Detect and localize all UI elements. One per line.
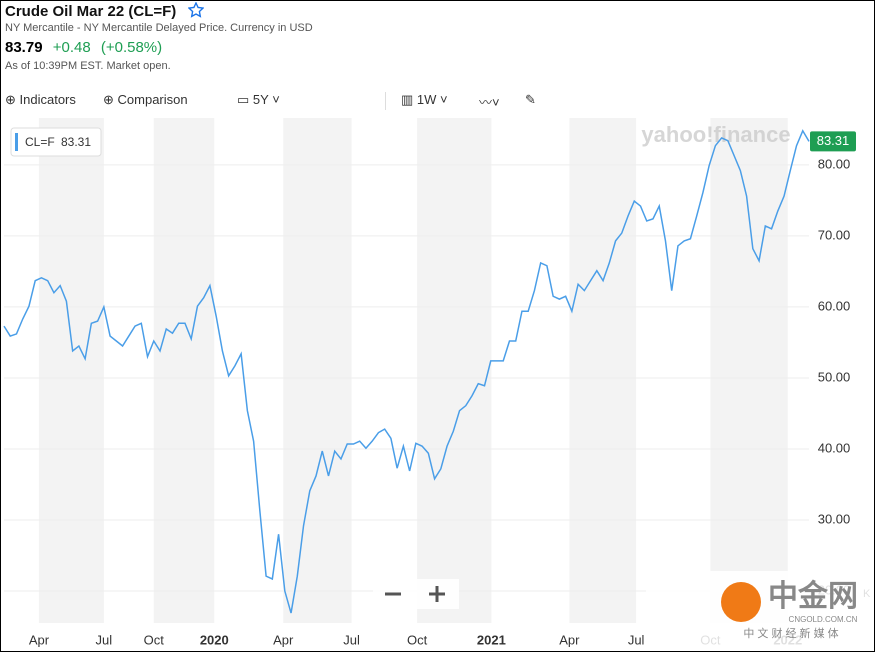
period-band: [417, 118, 492, 623]
y-tick-label: 80.00: [818, 156, 851, 171]
y-tick-label: 30.00: [818, 511, 851, 526]
timestamp: As of 10:39PM EST. Market open.: [5, 60, 171, 72]
legend-swatch: [15, 133, 18, 151]
x-tick-label: Oct: [144, 632, 165, 647]
legend: CL=F 83.31: [10, 127, 102, 157]
change-percent: (+0.58%): [100, 39, 163, 56]
quote: 83.79 +0.48 (+0.58%): [5, 39, 162, 56]
change: +0.48: [52, 39, 91, 56]
x-tick-label: 2020: [200, 632, 229, 647]
legend-value: 83.31: [61, 135, 91, 149]
y-tick-label: 70.00: [818, 227, 851, 242]
star[interactable]: [187, 1, 206, 18]
indicators-button[interactable]: ⊕ Indicators: [5, 92, 76, 107]
comparison-label: Comparison: [117, 92, 188, 107]
title: Crude Oil Mar 22 (CL=F): [5, 1, 206, 20]
logo-tagline: 中 文 财 经 新 媒 体: [743, 626, 838, 640]
logo-mark: [721, 582, 761, 622]
period-band: [38, 118, 104, 623]
price-line: [3, 129, 810, 614]
y-tick-label: 40.00: [818, 440, 851, 455]
price: 83.79: [5, 39, 43, 56]
range-label: 5Y: [252, 92, 269, 107]
watermark: yahoo!finance: [641, 122, 790, 147]
legend-box: [10, 127, 102, 157]
x-tick-label: Apr: [29, 632, 50, 647]
comparison-button[interactable]: ⊕ Comparison: [103, 92, 188, 107]
x-tick-label: Jul: [628, 632, 645, 647]
subtitle: NY Mercantile - NY Mercantile Delayed Pr…: [5, 22, 313, 34]
logo-url: CNGOLD.COM.CN: [789, 615, 858, 624]
chart-type-button[interactable]: 〰˅: [479, 95, 500, 110]
x-tick-label: Jul: [343, 632, 360, 647]
title-text: Crude Oil Mar 22 (CL=F): [5, 3, 177, 20]
y-tick-label: 60.00: [818, 298, 851, 313]
last-price-label: 83.31: [817, 133, 850, 148]
x-tick-label: 2021: [477, 632, 506, 647]
interval-label: 1W: [416, 92, 437, 107]
x-tick-label: Oct: [407, 632, 428, 647]
x-tick-label: Jul: [96, 632, 113, 647]
indicators-label: Indicators: [19, 92, 76, 107]
logo-name: 中金网: [768, 579, 858, 613]
period-band: [283, 118, 352, 623]
zoom-controls: [373, 579, 459, 609]
period-band: [153, 118, 215, 623]
period-band: [710, 118, 788, 623]
draw-button[interactable]: ✎: [525, 92, 536, 107]
x-tick-label: Apr: [273, 632, 294, 647]
x-tick-label: Apr: [559, 632, 580, 647]
range-button[interactable]: ▭ 5Y ˅: [237, 92, 280, 107]
interval-button[interactable]: ▥ 1W ˅: [401, 92, 448, 107]
last-price-tag: [810, 131, 856, 152]
divider: [385, 92, 386, 110]
chart: 20.0030.0040.0050.0060.0070.0080.00AprJu…: [3, 118, 871, 647]
legend-name: CL=F: [25, 135, 55, 149]
period-band: [569, 118, 637, 623]
logo: 中金网 CNGOLD.COM.CN 中 文 财 经 新 媒 体: [646, 571, 871, 646]
toolbar: ⊕ Indicators ⊕ Comparison ▭ 5Y ˅ ▥ 1W ˅ …: [5, 92, 565, 110]
y-tick-label: 50.00: [818, 369, 851, 384]
